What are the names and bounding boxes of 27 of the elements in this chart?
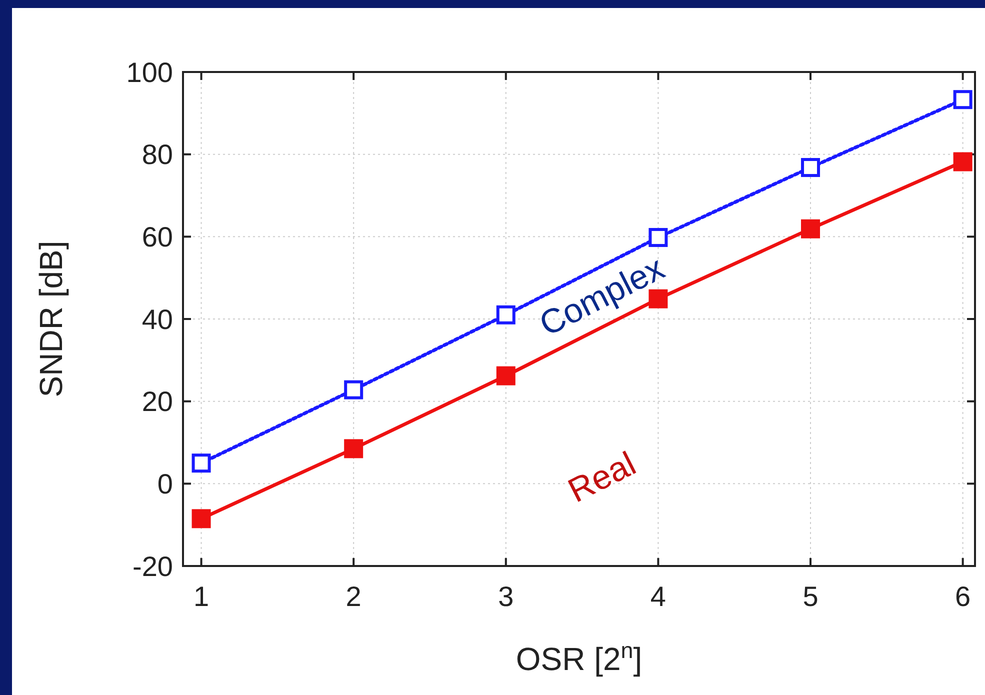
y-tick-label: 100 xyxy=(126,56,173,88)
point xyxy=(192,454,211,473)
point xyxy=(648,228,668,247)
y-tick-label: 60 xyxy=(142,221,173,252)
point xyxy=(496,305,516,324)
point xyxy=(801,219,820,238)
text: Real xyxy=(562,444,642,510)
point xyxy=(496,366,516,386)
point xyxy=(801,158,820,178)
y-axis-title: SNDR [dB] xyxy=(33,240,69,398)
x-tick-label: 2 xyxy=(346,581,362,612)
point xyxy=(192,509,211,528)
point xyxy=(344,439,364,458)
x-tick-label: 5 xyxy=(802,581,818,612)
y-tick-label: 80 xyxy=(142,139,173,170)
point xyxy=(953,152,972,172)
x-tick-label: 1 xyxy=(193,581,210,612)
y-tick-label: 0 xyxy=(157,468,173,500)
x-tick-label: 4 xyxy=(650,581,666,612)
y-tick-label: 40 xyxy=(142,304,173,335)
x-tick-label: 3 xyxy=(498,581,514,612)
y-tick-label: -20 xyxy=(132,550,173,582)
point xyxy=(953,90,972,110)
y-tick-label: 20 xyxy=(142,386,173,418)
x-tick-label: 6 xyxy=(955,581,971,612)
point xyxy=(344,380,364,400)
x-axis-title: OSR [2$^{n}$] xyxy=(516,638,642,677)
